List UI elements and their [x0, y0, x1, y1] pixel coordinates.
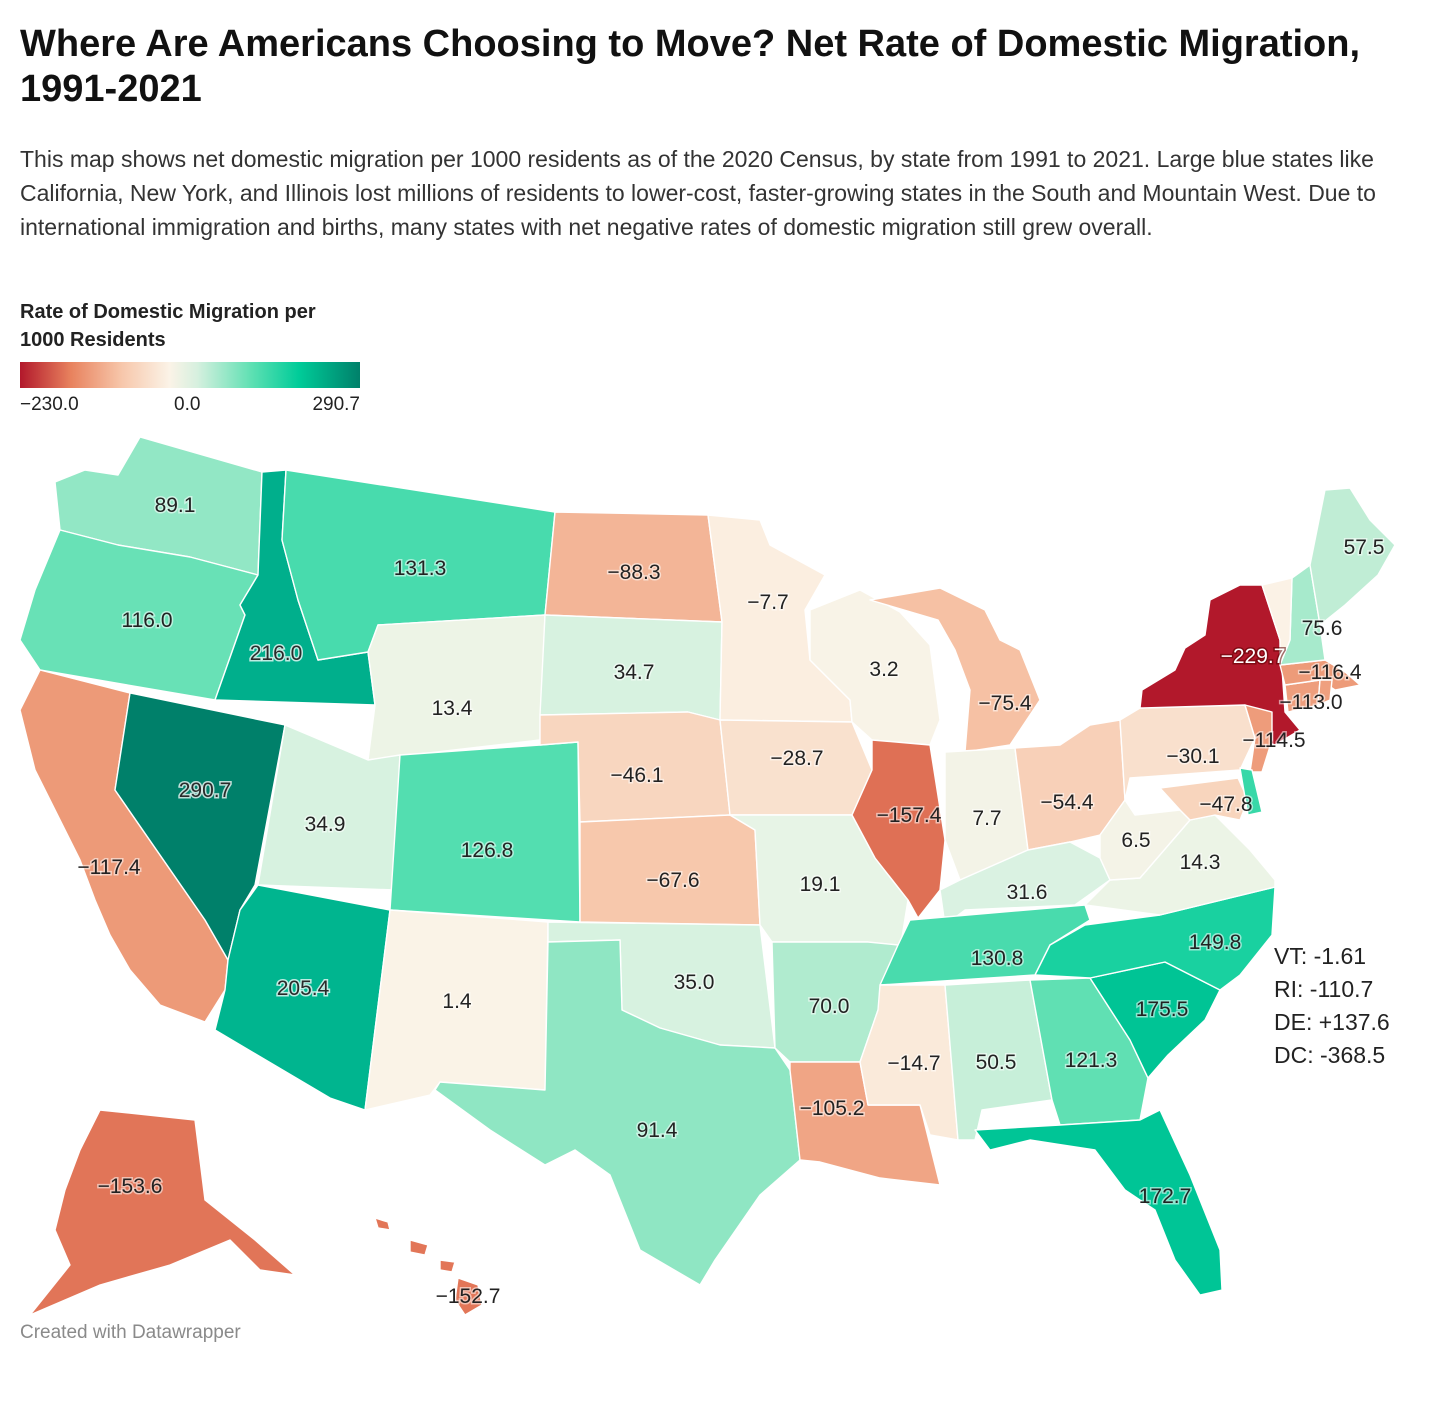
state-hi	[374, 1217, 483, 1316]
footer-credit: Created with Datawrapper	[20, 1322, 241, 1343]
state-label-nj: −114.5	[1242, 729, 1305, 752]
state-de	[1239, 767, 1263, 816]
state-label-co: 126.8	[461, 839, 514, 862]
state-label-wy: 13.4	[432, 697, 473, 720]
state-label-nh: 75.6	[1302, 617, 1343, 640]
state-tn	[879, 904, 1091, 986]
state-co	[389, 741, 581, 923]
state-label-sc: 175.5	[1136, 998, 1189, 1021]
state-me	[1309, 487, 1396, 626]
state-label-va: 14.3	[1180, 851, 1221, 874]
state-label-ct: −113.0	[1279, 691, 1342, 714]
state-label-in: 7.7	[972, 807, 1001, 830]
state-label-ga: 121.3	[1065, 1049, 1118, 1072]
state-wy	[367, 614, 546, 761]
state-label-ny: −229.7	[1221, 645, 1286, 668]
legend-mid-label: 0.0	[174, 394, 201, 415]
state-ri	[1317, 679, 1333, 706]
state-vt	[1261, 577, 1293, 666]
state-label-nv: 290.7	[179, 779, 232, 802]
state-label-al: 50.5	[976, 1051, 1017, 1074]
labels-layer: 89.1 116.0 −117.4 216.0 290.7 131.3 13.4 34.9 20…	[76, 493, 1386, 1310]
state-label-mt: 131.3	[394, 557, 447, 580]
legend-max-label: 290.7	[312, 394, 360, 415]
legend-title: Rate of Domestic Migration per 1000 Resi…	[20, 301, 316, 351]
state-label-ar: 70.0	[809, 995, 850, 1018]
legend-ticks: −230.0 0.0 290.7	[20, 388, 360, 415]
state-label-mo: 19.1	[800, 873, 841, 896]
state-label-wv: 6.5	[1121, 829, 1150, 852]
map-title: Where Are Americans Choosing to Move? Ne…	[20, 23, 1361, 110]
state-label-ms: −14.7	[887, 1052, 940, 1075]
color-legend: Rate of Domestic Migration per 1000 Resi…	[20, 298, 360, 415]
legend-min-label: −230.0	[20, 394, 79, 415]
state-label-mi: −75.4	[978, 692, 1031, 715]
state-label-nd: −88.3	[607, 561, 660, 584]
state-fl	[974, 1109, 1223, 1296]
state-label-il: −157.4	[877, 804, 942, 827]
state-ak	[29, 1109, 296, 1316]
state-label-ca: −117.4	[77, 856, 141, 879]
state-mi	[869, 587, 1041, 753]
state-label-or: 116.0	[122, 609, 173, 632]
state-nc	[1034, 886, 1276, 991]
state-label-ia: −28.7	[770, 747, 823, 770]
state-label-ma: −116.4	[1298, 661, 1362, 684]
state-label-ok: 35.0	[674, 971, 715, 994]
small-state-notes: VT: -1.61 RI: -110.7 DE: +137.6 DC: -368…	[1274, 940, 1390, 1072]
state-label-tn: 130.8	[971, 947, 1024, 970]
note-vt: VT: -1.61	[1274, 943, 1367, 969]
state-label-me: 57.5	[1344, 536, 1385, 559]
state-label-ne: −46.1	[610, 764, 663, 787]
state-nj	[1244, 704, 1273, 773]
legend-gradient-bar	[20, 362, 360, 388]
state-label-az: 205.4	[277, 977, 330, 1000]
state-label-ak: −153.6	[98, 1175, 163, 1198]
state-label-tx: 91.4	[637, 1119, 678, 1142]
state-label-ut: 34.9	[305, 813, 346, 836]
note-ri: RI: -110.7	[1274, 976, 1374, 1002]
map-description: This map shows net domestic migration pe…	[20, 146, 1376, 240]
state-md	[1159, 777, 1249, 821]
state-label-nm: 1.4	[442, 990, 472, 1013]
state-ma	[1279, 659, 1361, 691]
state-label-wa: 89.1	[155, 494, 196, 517]
state-label-oh: −54.4	[1040, 791, 1093, 814]
state-label-fl: 172.7	[1139, 1185, 1192, 1208]
state-label-mn: −7.7	[747, 591, 788, 614]
state-label-ky: 31.6	[1007, 881, 1048, 904]
state-il	[851, 739, 946, 919]
state-label-md: −47.8	[1199, 793, 1252, 816]
note-de: DE: +137.6	[1274, 1009, 1390, 1035]
states-layer	[19, 436, 1396, 1316]
state-label-pa: −30.1	[1166, 745, 1219, 768]
state-label-sd: 34.7	[614, 661, 655, 684]
state-tx	[434, 939, 801, 1286]
state-label-la: −105.2	[800, 1097, 865, 1120]
state-label-nc: 149.8	[1189, 931, 1242, 954]
state-label-id: 216.0	[250, 642, 303, 665]
state-label-ks: −67.6	[646, 869, 699, 892]
note-dc: DC: -368.5	[1274, 1042, 1386, 1068]
state-label-hi: −152.7	[436, 1285, 501, 1308]
state-label-wi: 3.2	[869, 658, 898, 681]
